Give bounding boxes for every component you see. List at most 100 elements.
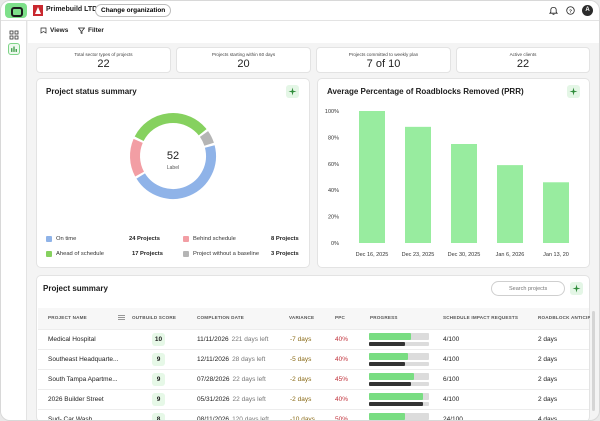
- legend-on-time: On time: [46, 236, 76, 242]
- score-badge: 10: [152, 333, 165, 346]
- search-projects-input[interactable]: [491, 281, 565, 296]
- prr-bar[interactable]: [451, 144, 477, 243]
- bell-icon[interactable]: [549, 6, 558, 15]
- completion-date: 12/11/2026: [197, 356, 230, 363]
- sparkle-icon: [569, 87, 578, 96]
- legend-count: 3 Projects: [271, 251, 299, 257]
- roadblock-cell: 2 days: [538, 396, 558, 403]
- legend-count: 8 Projects: [271, 236, 299, 242]
- col-outbuild-score[interactable]: OUTBUILD SCORE: [132, 315, 177, 320]
- table-row[interactable]: Southeast Headquarte... 9 12/11/2026 28 day…: [38, 349, 589, 369]
- prr-bar[interactable]: [405, 126, 431, 243]
- status-summary-card: [36, 78, 310, 268]
- score-badge: 8: [152, 413, 165, 420]
- change-organization-button[interactable]: Change organization: [95, 4, 172, 17]
- y-tick-label: 20%: [328, 215, 339, 221]
- x-tick-label: Jan 6, 2026: [496, 252, 525, 258]
- project-name-cell[interactable]: Southeast Headquarte...: [48, 356, 119, 363]
- x-tick-label: Jan 13, 20: [543, 252, 569, 258]
- progress-actual-track: [369, 382, 429, 386]
- dashboard-chart-icon[interactable]: [8, 43, 20, 55]
- views-button[interactable]: Views: [40, 27, 68, 34]
- score-badge: 9: [152, 393, 165, 406]
- prr-bar[interactable]: [543, 182, 569, 243]
- table-row[interactable]: Sud- Car Wash 8 08/11/2026 120 days left -10…: [38, 409, 589, 421]
- col-schedule-impact[interactable]: SCHEDULE IMPACT REQUESTS: [443, 315, 519, 320]
- days-left: 22 days left: [232, 396, 266, 403]
- kpi-card-sector-types: Total sector types of projects 22: [36, 47, 171, 73]
- org-logo-icon: [33, 5, 43, 16]
- completion-date-cell: 12/11/2026 28 days left: [197, 356, 265, 363]
- col-roadblock-anticipation[interactable]: ROADBLOCK ANTICIP: [538, 315, 590, 320]
- col-variance[interactable]: VARIANCE: [289, 315, 315, 320]
- ai-insights-button[interactable]: [567, 85, 580, 98]
- days-left: 22 days left: [232, 376, 266, 383]
- ai-insights-button[interactable]: [286, 85, 299, 98]
- legend-behind-schedule: Behind schedule: [183, 236, 236, 242]
- svg-text:?: ?: [569, 8, 572, 14]
- ai-insights-button[interactable]: [570, 282, 583, 295]
- table-row[interactable]: South Tampa Apartme... 9 07/28/2026 22 days…: [38, 369, 589, 389]
- legend-label: On time: [56, 236, 77, 242]
- table-row[interactable]: 2026 Builder Street 9 05/31/2026 22 days le…: [38, 389, 589, 409]
- help-icon[interactable]: ?: [566, 6, 575, 15]
- project-name-cell[interactable]: Sud- Car Wash: [48, 416, 93, 421]
- toolbar: Views Filter: [28, 21, 599, 43]
- grid-icon[interactable]: [8, 29, 20, 41]
- progress-actual-fill: [369, 362, 405, 366]
- table-scrollbar[interactable]: [592, 311, 595, 411]
- left-rail: [1, 21, 27, 420]
- org-name: Primebuild LTD.: [46, 6, 100, 13]
- filter-icon: [78, 27, 85, 34]
- col-completion-date[interactable]: COMPLETION DATE: [197, 315, 245, 320]
- y-tick-label: 0%: [331, 241, 339, 247]
- progress-actual-track: [369, 402, 429, 406]
- legend-label: Project without a baseline: [193, 251, 260, 257]
- project-name-cell[interactable]: 2026 Builder Street: [48, 396, 104, 403]
- y-tick-label: 60%: [328, 162, 339, 168]
- variance-cell: -2 days: [290, 396, 312, 403]
- avatar[interactable]: A: [582, 5, 593, 16]
- table-row[interactable]: Medical Hospital 10 11/11/2026 221 days lef…: [38, 329, 589, 349]
- top-bar: Primebuild LTD. Change organization ? A: [1, 1, 599, 21]
- views-icon: [40, 27, 47, 34]
- kpi-value: 22: [97, 58, 110, 70]
- col-ppc[interactable]: PPC: [335, 315, 346, 320]
- donut-center-label: Label: [167, 165, 179, 171]
- schedule-impact-cell: 4/100: [443, 336, 460, 343]
- legend-swatch: [46, 251, 52, 257]
- progress-planned-track: [369, 333, 429, 340]
- variance-cell: -7 days: [290, 336, 312, 343]
- prr-bar[interactable]: [359, 111, 385, 243]
- filter-button[interactable]: Filter: [78, 27, 104, 34]
- roadblock-cell: 2 days: [538, 356, 558, 363]
- legend-label: Behind schedule: [193, 236, 236, 242]
- y-tick-label: 40%: [328, 188, 339, 194]
- schedule-impact-cell: 24/100: [443, 416, 463, 421]
- completion-date: 05/31/2026: [197, 396, 230, 403]
- column-menu-icon[interactable]: [117, 314, 126, 321]
- donut-slice-ahead-of-schedule[interactable]: [134, 113, 207, 142]
- project-name-cell[interactable]: South Tampa Apartme...: [48, 376, 118, 383]
- donut-slice-project-without-a-baseline[interactable]: [199, 131, 214, 146]
- progress-actual-fill: [369, 342, 405, 346]
- progress-planned-track: [369, 393, 429, 400]
- col-project-name[interactable]: PROJECT NAME: [48, 315, 87, 320]
- legend-without-baseline: Project without a baseline: [183, 251, 259, 257]
- kpi-label: Projects starting within 60 days: [211, 52, 276, 57]
- kpi-value: 7 of 10: [366, 58, 401, 70]
- prr-bar[interactable]: [497, 165, 523, 243]
- donut-slice-on-time[interactable]: [136, 145, 216, 199]
- legend-swatch: [46, 236, 52, 242]
- project-name-cell[interactable]: Medical Hospital: [48, 336, 96, 343]
- table-header: [38, 308, 589, 329]
- progress-planned-fill: [369, 333, 411, 340]
- col-progress[interactable]: PROGRESS: [370, 315, 398, 320]
- ppc-cell: 45%: [335, 376, 349, 383]
- kpi-value: 20: [237, 58, 250, 70]
- schedule-impact-cell: 6/100: [443, 376, 460, 383]
- roadblock-cell: 4 days: [538, 416, 558, 421]
- y-tick-label: 100%: [325, 109, 339, 115]
- donut-slice-behind-schedule[interactable]: [130, 138, 145, 177]
- app-logo-icon[interactable]: [5, 3, 27, 18]
